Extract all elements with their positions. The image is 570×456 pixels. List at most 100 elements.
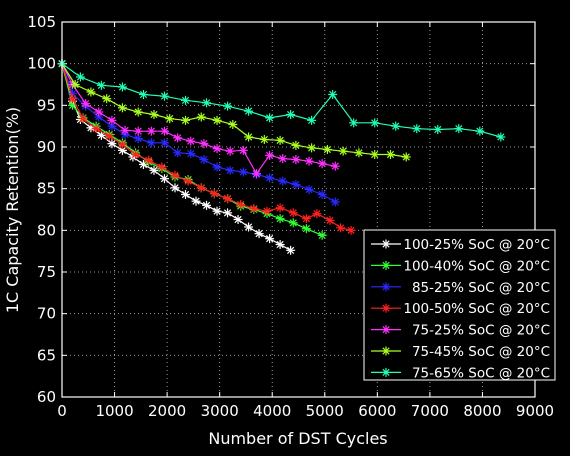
legend-item: 75-45% SoC @ 20°C — [371, 344, 550, 360]
y-tick-label: 65 — [37, 346, 56, 364]
legend-box — [363, 229, 556, 381]
data-point — [75, 72, 85, 82]
legend-label: 100-40% SoC @ 20°C — [403, 258, 550, 274]
data-point — [225, 146, 235, 156]
data-point — [233, 215, 243, 224]
series-4 — [57, 59, 356, 235]
y-tick-label: 100 — [27, 55, 56, 73]
data-point — [183, 176, 193, 186]
data-point — [104, 131, 114, 141]
data-point — [244, 132, 254, 142]
data-point — [212, 206, 222, 216]
data-point — [117, 140, 127, 149]
tick-labels: 0 1000 2000 3000 4000 5000 6000 7000 8000 9000 60 6… — [27, 13, 554, 420]
data-point — [254, 229, 264, 239]
legend: 100-25% SoC @ 20°C 100-40% SoC @ 20°C 85-2… — [363, 229, 556, 381]
legend-marker — [381, 282, 391, 292]
legend-marker — [381, 239, 391, 249]
x-tick-label: 3000 — [201, 402, 239, 420]
data-point — [107, 115, 117, 125]
data-point — [223, 194, 233, 204]
data-point — [475, 126, 485, 136]
data-point — [120, 125, 130, 135]
data-point — [170, 183, 180, 193]
data-point — [102, 94, 112, 104]
data-point — [275, 214, 285, 224]
data-point — [133, 126, 143, 136]
legend-item: 100-50% SoC @ 20°C — [371, 301, 550, 317]
legend-item: 100-25% SoC @ 20°C — [371, 237, 550, 253]
x-axis-title: Number of DST Cycles — [208, 429, 387, 448]
data-point — [173, 133, 183, 143]
data-point — [288, 218, 298, 228]
data-point — [336, 223, 346, 233]
data-point — [91, 124, 101, 134]
data-point — [325, 215, 335, 225]
data-point — [391, 121, 401, 131]
legend-marker — [381, 346, 391, 356]
data-point — [223, 208, 233, 218]
data-point — [68, 94, 78, 104]
data-point — [94, 107, 104, 117]
data-point — [131, 150, 141, 159]
series-1 — [57, 59, 296, 255]
data-point — [81, 99, 91, 109]
data-point — [346, 225, 356, 235]
data-point — [304, 156, 314, 166]
data-point — [259, 135, 269, 144]
data-point — [107, 139, 117, 149]
data-point — [212, 144, 222, 154]
series-layer — [57, 59, 506, 255]
y-tick-label: 90 — [37, 138, 56, 156]
series-line — [61, 63, 407, 158]
data-point — [251, 169, 261, 179]
x-tick-label: 9000 — [516, 402, 554, 420]
data-point — [265, 173, 275, 183]
y-tick-label: 95 — [37, 96, 56, 114]
legend-marker — [381, 260, 391, 270]
data-point — [286, 245, 296, 255]
y-tick-label: 75 — [37, 263, 56, 281]
data-point — [265, 113, 275, 123]
data-point — [496, 132, 506, 142]
data-point — [173, 148, 183, 158]
data-point — [117, 145, 127, 155]
data-point — [159, 138, 169, 148]
legend-item: 75-25% SoC @ 20°C — [371, 323, 550, 339]
data-point — [196, 112, 206, 122]
data-point — [265, 150, 275, 160]
data-point — [144, 155, 154, 165]
data-point — [304, 185, 314, 194]
y-tick-label: 70 — [37, 305, 56, 323]
data-point — [433, 125, 443, 134]
data-point — [307, 115, 317, 125]
series-line — [61, 63, 336, 203]
data-point — [317, 230, 327, 240]
data-point — [286, 110, 296, 119]
data-point — [228, 120, 238, 129]
data-point — [244, 222, 254, 232]
y-tick-label: 105 — [27, 13, 56, 31]
plot-frame — [61, 21, 536, 398]
data-point — [301, 214, 311, 224]
data-point — [244, 106, 254, 116]
data-point — [278, 176, 288, 186]
legend-label: 85-25% SoC @ 20°C — [412, 280, 550, 296]
series-7 — [57, 59, 506, 142]
legend-label: 75-65% SoC @ 20°C — [412, 365, 550, 381]
data-point — [96, 80, 106, 90]
x-tick-label: 5000 — [306, 402, 344, 420]
data-point — [265, 234, 275, 244]
data-point — [209, 189, 219, 199]
series-line — [61, 63, 502, 138]
legend-label: 75-45% SoC @ 20°C — [412, 344, 550, 360]
series-6 — [57, 59, 411, 162]
data-point — [238, 167, 248, 177]
data-point — [278, 154, 288, 164]
data-point — [275, 203, 285, 213]
data-point — [330, 161, 340, 171]
data-point — [249, 204, 259, 214]
series-line — [61, 63, 291, 251]
data-point — [370, 150, 380, 159]
